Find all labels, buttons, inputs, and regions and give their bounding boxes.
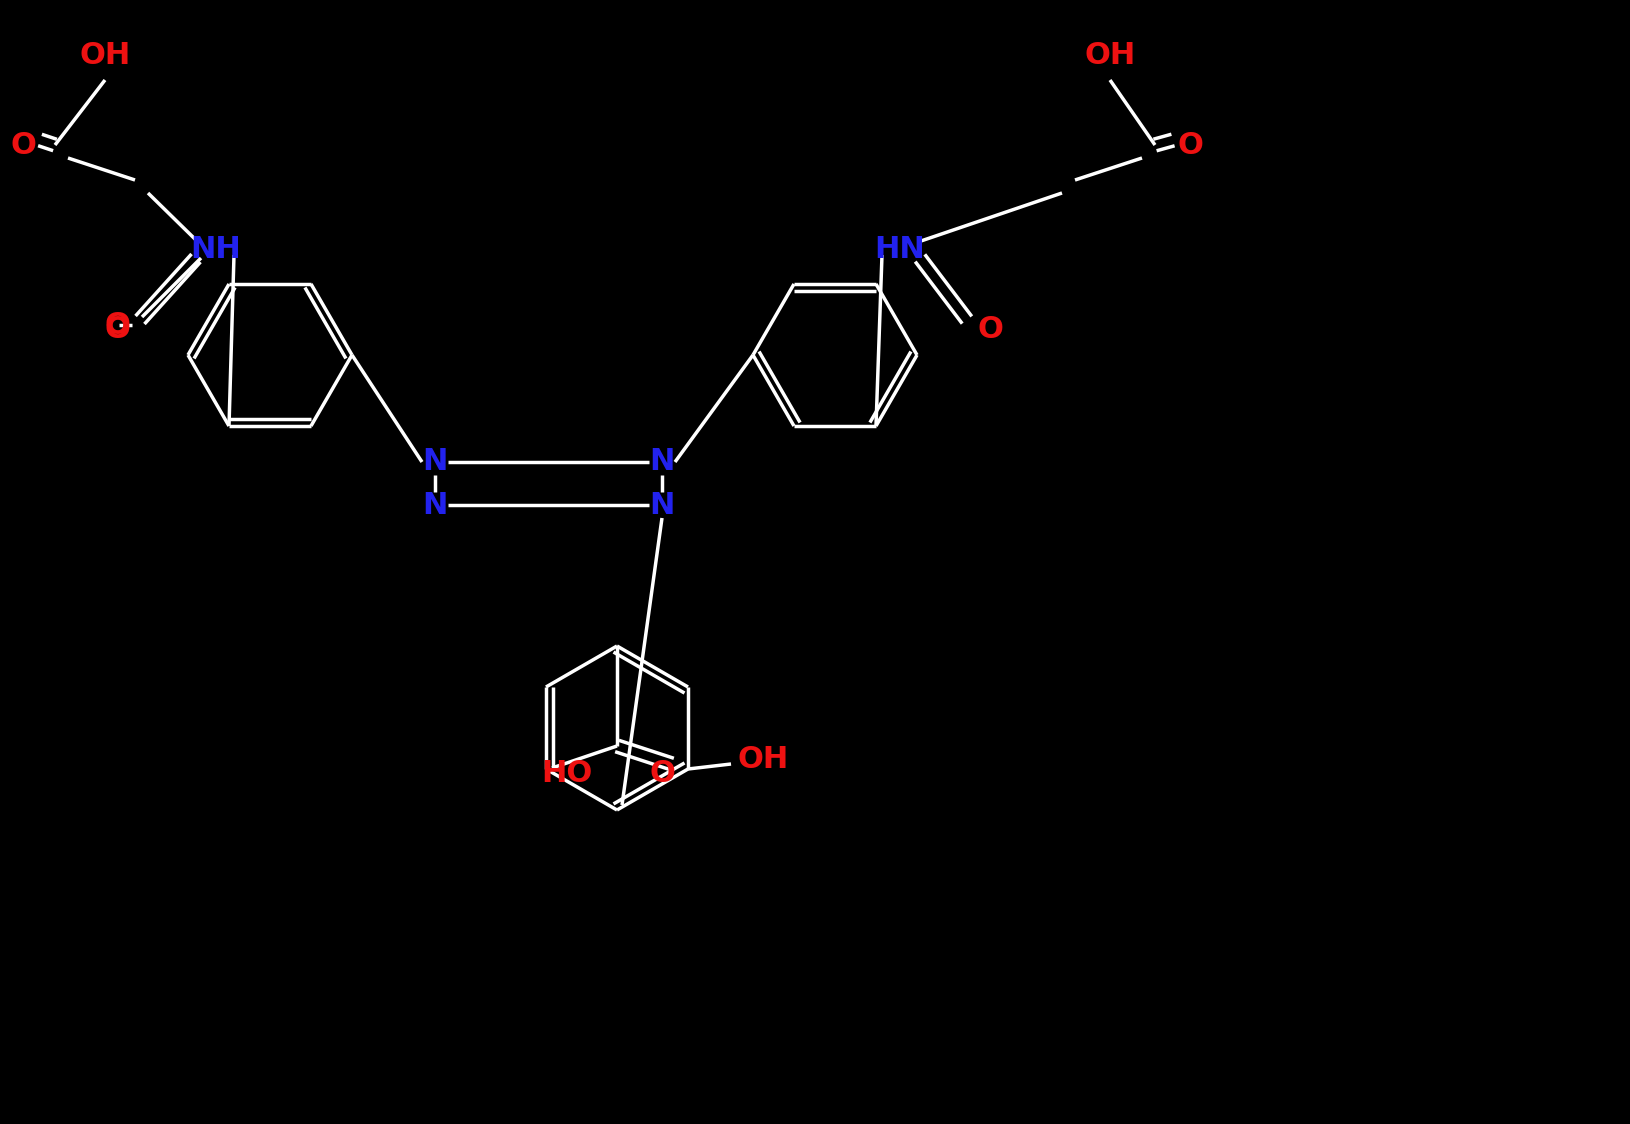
Text: O: O [649,760,675,789]
Text: HN: HN [875,236,926,264]
Text: O: O [104,316,130,344]
Text: O: O [1177,130,1203,160]
Text: N: N [649,447,675,477]
Text: OH: OH [1084,40,1136,70]
Text: N: N [422,447,448,477]
Text: N: N [422,490,448,519]
Text: NH: NH [191,236,241,264]
Text: O: O [976,316,1002,344]
Text: OH: OH [80,40,130,70]
Text: HO: HO [541,760,593,789]
Text: OH: OH [737,744,789,773]
Text: O: O [10,130,36,160]
Text: N: N [649,490,675,519]
Text: O: O [104,310,130,339]
